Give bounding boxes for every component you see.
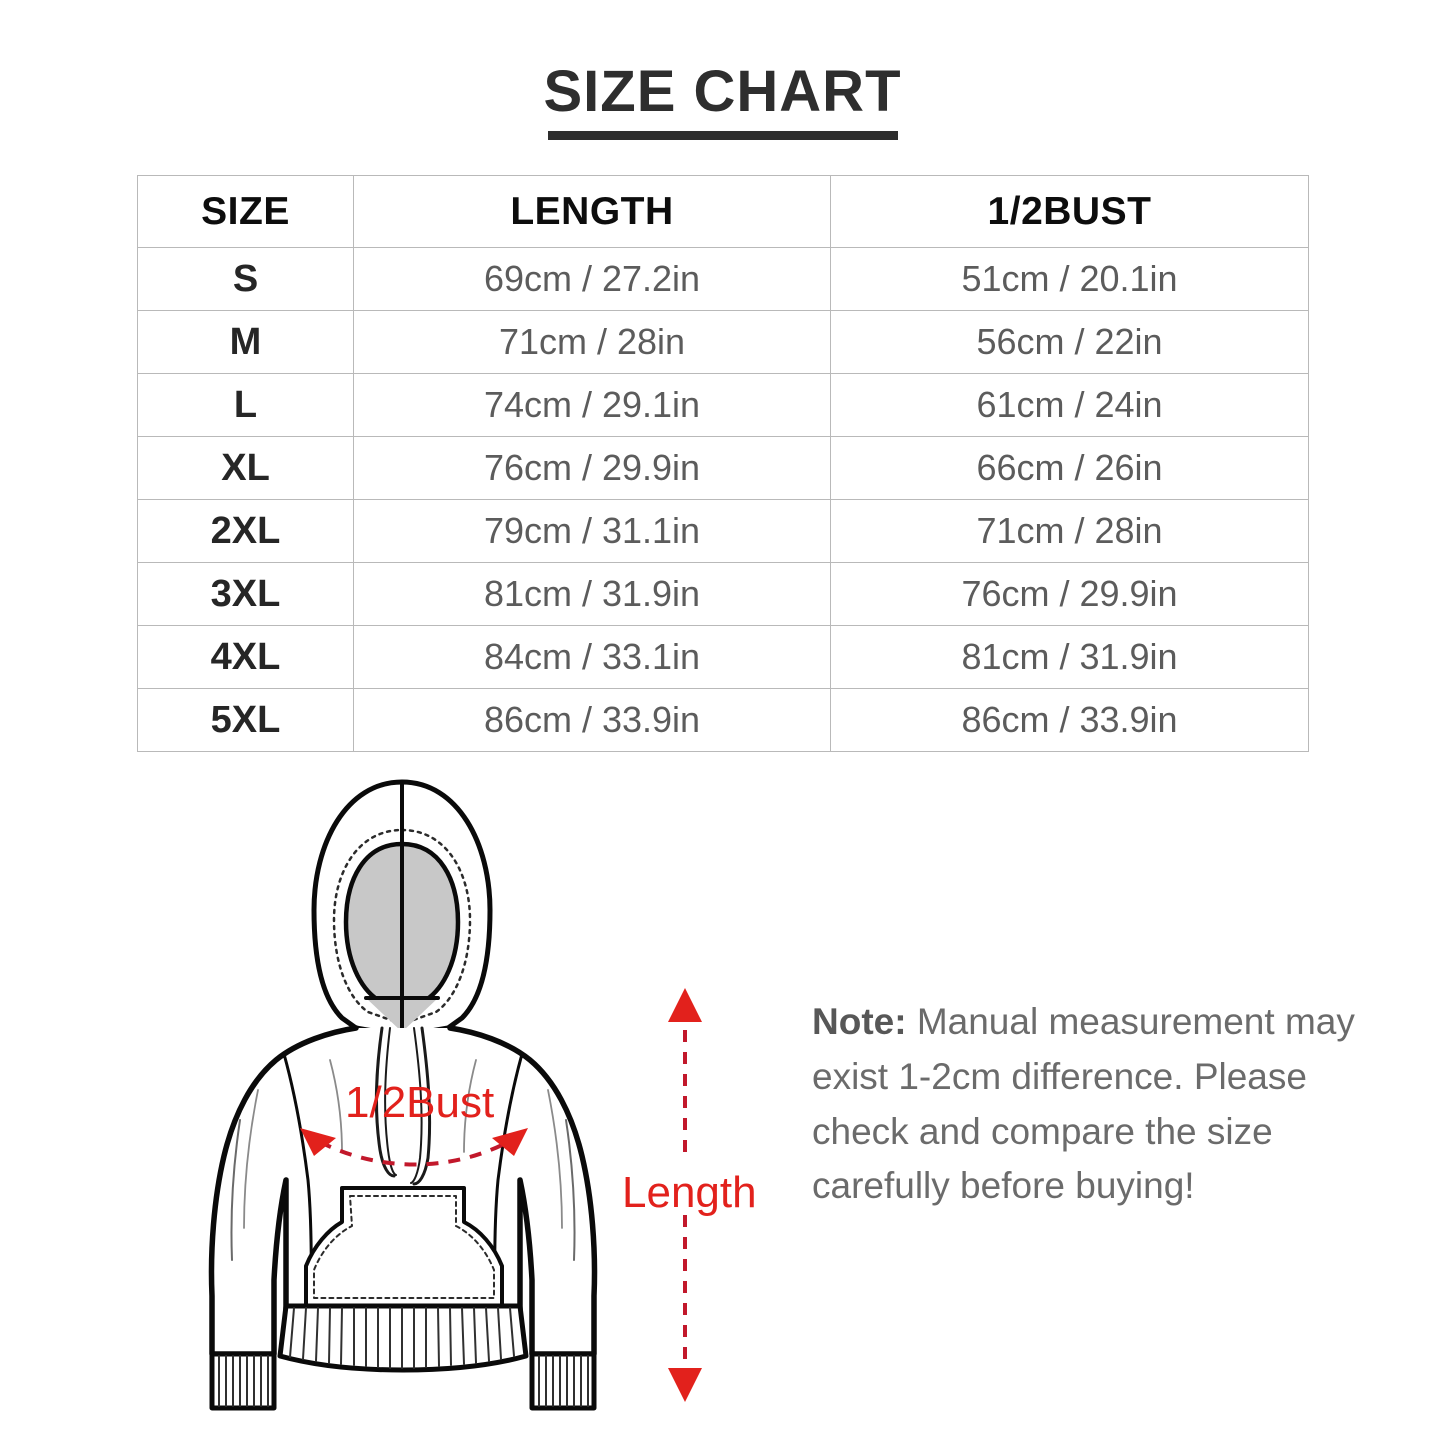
note-block: Note: Manual measurement may exist 1-2cm… [812,995,1382,1214]
cell-length: 86cm / 33.9in [353,688,831,752]
cell-bust: 76cm / 29.9in [830,562,1309,626]
table-row: M 71cm / 28in 56cm / 22in [137,310,1309,374]
table-row: S 69cm / 27.2in 51cm / 20.1in [137,247,1309,311]
cell-bust: 81cm / 31.9in [830,625,1309,689]
table-body: S 69cm / 27.2in 51cm / 20.1in M 71cm / 2… [137,247,1309,752]
cell-size: S [137,247,354,311]
length-measure-arrow [668,988,702,1402]
table-row: 4XL 84cm / 33.1in 81cm / 31.9in [137,625,1309,689]
title-underline [547,130,898,140]
note-label: Note: [812,1001,907,1042]
measurement-arrows [300,988,702,1402]
cell-length: 71cm / 28in [353,310,831,374]
cell-bust: 56cm / 22in [830,310,1309,374]
cell-size: XL [137,436,354,500]
size-table-container: SIZE LENGTH 1/2BUST S 69cm / 27.2in 51cm… [137,175,1309,752]
cell-bust: 61cm / 24in [830,373,1309,437]
cell-bust: 51cm / 20.1in [830,247,1309,311]
cell-length: 81cm / 31.9in [353,562,831,626]
cell-size: M [137,310,354,374]
table-row: L 74cm / 29.1in 61cm / 24in [137,373,1309,437]
table-row: 2XL 79cm / 31.1in 71cm / 28in [137,499,1309,563]
cell-bust: 66cm / 26in [830,436,1309,500]
cell-size: L [137,373,354,437]
table-row: 5XL 86cm / 33.9in 86cm / 33.9in [137,688,1309,752]
cell-bust: 86cm / 33.9in [830,688,1309,752]
column-header-bust: 1/2BUST [830,175,1309,248]
cell-bust: 71cm / 28in [830,499,1309,563]
cell-length: 74cm / 29.1in [353,373,831,437]
hoodie-illustration-icon [208,779,598,1411]
column-header-size: SIZE [137,175,354,248]
table-header: SIZE LENGTH 1/2BUST [137,175,1309,248]
cell-length: 69cm / 27.2in [353,247,831,311]
cell-size: 4XL [137,625,354,689]
title-block: SIZE CHART [0,59,1445,140]
table-header-row: SIZE LENGTH 1/2BUST [137,175,1309,248]
cell-size: 2XL [137,499,354,563]
bust-measure-arrow [300,1128,528,1167]
table-row: XL 76cm / 29.9in 66cm / 26in [137,436,1309,500]
cell-length: 76cm / 29.9in [353,436,831,500]
page-title: SIZE CHART [543,59,902,124]
cell-length: 79cm / 31.1in [353,499,831,563]
size-chart-table: SIZE LENGTH 1/2BUST S 69cm / 27.2in 51cm… [137,175,1309,752]
cell-size: 5XL [137,688,354,752]
cell-size: 3XL [137,562,354,626]
length-measure-label: Length [622,1168,757,1217]
bust-measure-label: 1/2Bust [345,1078,495,1127]
table-row: 3XL 81cm / 31.9in 76cm / 29.9in [137,562,1309,626]
column-header-length: LENGTH [353,175,831,248]
note-text: Manual measurement may exist 1-2cm diffe… [812,1001,1355,1207]
garment-illustration [0,760,1445,1445]
cell-length: 84cm / 33.1in [353,625,831,689]
